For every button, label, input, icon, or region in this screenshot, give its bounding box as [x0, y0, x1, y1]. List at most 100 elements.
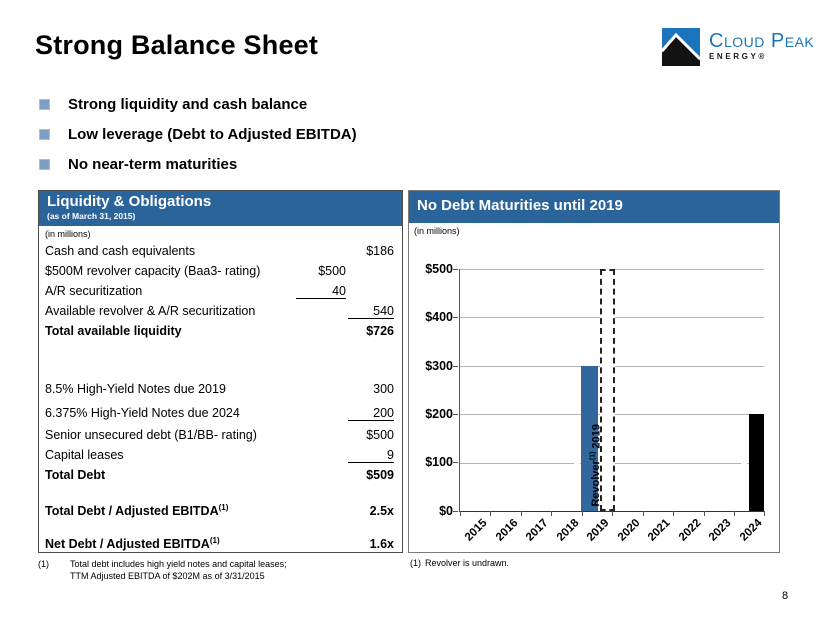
list-item: Low leverage (Debt to Adjusted EBITDA): [39, 126, 357, 146]
panel-header: Liquidity & Obligations (as of March 31,…: [39, 191, 402, 226]
row-label: 6.375% High-Yield Notes due 2024: [45, 406, 240, 420]
x-axis-label: 2021: [645, 517, 673, 544]
row-value-right: 1.6x: [369, 537, 394, 551]
y-axis-label: $200: [425, 407, 453, 421]
x-axis-tick: [704, 511, 705, 516]
x-axis-line: [459, 511, 764, 512]
x-axis-tick: [460, 511, 461, 516]
y-axis-label: $500: [425, 262, 453, 276]
bar-2019-bonds: [581, 365, 598, 511]
liquidity-table: (in millions) Cash and cash equivalents …: [39, 226, 402, 554]
row-value-right: $509: [366, 468, 394, 482]
bar-label-2024-bonds: 2024 Bonds: [738, 445, 750, 507]
table-row-total: Total available liquidity $726: [45, 321, 394, 341]
row-label: A/R securitization: [45, 284, 143, 298]
panel-header: No Debt Maturities until 2019: [409, 191, 779, 223]
row-label: Total available liquidity: [45, 324, 182, 338]
table-row: 6.375% High-Yield Notes due 2024 200: [45, 401, 394, 425]
table-row: A/R securitization 40: [45, 281, 394, 301]
row-value-right: $186: [366, 244, 394, 258]
table-row-total: Total Debt $509: [45, 465, 394, 485]
row-value-mid: $500: [318, 264, 346, 278]
row-value-right: 2.5x: [369, 504, 394, 518]
x-axis-label: 2016: [493, 517, 521, 544]
x-axis-label: 2020: [615, 517, 643, 544]
x-axis-label: 2015: [462, 517, 490, 544]
maturity-chart: (in millions) $0 $100 $200 $300 $400 $50…: [409, 223, 779, 552]
row-label: Available revolver & A/R securitization: [45, 304, 256, 318]
y-axis-label: $400: [425, 310, 453, 324]
logo-text: Cloud Peak ENERGY®: [709, 28, 814, 61]
x-axis-label: 2023: [706, 517, 734, 544]
row-label: $500M revolver capacity (Baa3- rating): [45, 264, 261, 278]
debt-maturities-panel: No Debt Maturities until 2019 (in millio…: [408, 190, 780, 553]
y-axis-tick: [453, 511, 458, 512]
y-axis-tick: [453, 366, 458, 367]
logo-subtitle: ENERGY®: [709, 52, 767, 61]
page-title: Strong Balance Sheet: [35, 30, 319, 60]
footnote-left: (1) Total debt includes high yield notes…: [38, 559, 287, 582]
row-value-right: 300: [373, 382, 394, 396]
y-axis-tick: [453, 462, 458, 463]
table-row: Senior unsecured debt (B1/BB- rating) $5…: [45, 425, 394, 445]
x-axis-tick: [521, 511, 522, 516]
y-axis-tick: [453, 414, 458, 415]
x-axis-tick: [673, 511, 674, 516]
y-axis-tick: [453, 317, 458, 318]
x-axis-tick: [764, 511, 765, 516]
bullet-square-icon: [39, 129, 50, 140]
row-label: Net Debt / Adjusted EBITDA(1): [45, 536, 220, 552]
y-axis-label: $300: [425, 359, 453, 373]
list-item: No near-term maturities: [39, 156, 357, 176]
footnote-marker: (1): [410, 558, 421, 568]
row-label: 8.5% High-Yield Notes due 2019: [45, 382, 226, 396]
x-axis-tick: [612, 511, 613, 516]
bar-label-2019-bonds: 2019 Bonds: [571, 445, 583, 507]
row-label: Capital leases: [45, 448, 124, 462]
mountain-logo-icon: [662, 28, 700, 66]
table-row: $500M revolver capacity (Baa3- rating) $…: [45, 261, 394, 281]
bullet-square-icon: [39, 99, 50, 110]
x-axis-tick: [643, 511, 644, 516]
panel-title: No Debt Maturities until 2019: [417, 197, 623, 214]
footnote-ref: (1): [218, 503, 229, 513]
x-axis-tick: [490, 511, 491, 516]
footnote-text: Total debt includes high yield notes and…: [70, 559, 287, 581]
table-row: Cash and cash equivalents $186: [45, 241, 394, 261]
bullet-text: Low leverage (Debt to Adjusted EBITDA): [68, 126, 357, 143]
bullet-text: No near-term maturities: [68, 156, 238, 173]
y-axis-tick: [453, 269, 458, 270]
list-item: Strong liquidity and cash balance: [39, 96, 357, 116]
x-axis-label: 2017: [523, 517, 551, 544]
bar-2024-bonds: [749, 414, 764, 511]
x-axis-tick: [551, 511, 552, 516]
page-number: 8: [782, 590, 789, 602]
footnote-right: (1) Revolver is undrawn.: [410, 558, 509, 570]
y-axis-label: $0: [439, 504, 453, 518]
x-axis-tick: [734, 511, 735, 516]
row-value-mid: 40: [296, 284, 346, 299]
y-axis-label: $100: [425, 455, 453, 469]
logo-company-name: Cloud Peak: [709, 30, 815, 52]
x-axis-label: 2022: [676, 517, 704, 544]
x-axis-tick: [582, 511, 583, 516]
plot-area: 2019 Bonds Revolver(1)2019 2024 Bonds 20…: [459, 269, 765, 544]
footnote-ref: (1): [209, 536, 220, 546]
row-label: Cash and cash equivalents: [45, 244, 196, 258]
units-note: (in millions): [45, 229, 91, 239]
liquidity-obligations-panel: Liquidity & Obligations (as of March 31,…: [38, 190, 403, 553]
row-label: Senior unsecured debt (B1/BB- rating): [45, 428, 257, 442]
row-label: Total Debt / Adjusted EBITDA(1): [45, 503, 229, 519]
key-points-list: Strong liquidity and cash balance Low le…: [39, 96, 357, 186]
row-value-right: 540: [348, 304, 394, 319]
bar-label-revolver: Revolver(1)2019: [589, 424, 602, 507]
company-logo: Cloud Peak ENERGY®: [662, 28, 814, 66]
table-row: 8.5% High-Yield Notes due 2019 300: [45, 377, 394, 401]
row-value-right: 9: [348, 448, 394, 463]
x-axis-label: 2018: [554, 517, 582, 544]
x-axis-label: 2024: [737, 517, 765, 544]
table-row: Capital leases 9: [45, 445, 394, 465]
bullet-text: Strong liquidity and cash balance: [68, 96, 308, 113]
row-value-right: $500: [366, 428, 394, 442]
